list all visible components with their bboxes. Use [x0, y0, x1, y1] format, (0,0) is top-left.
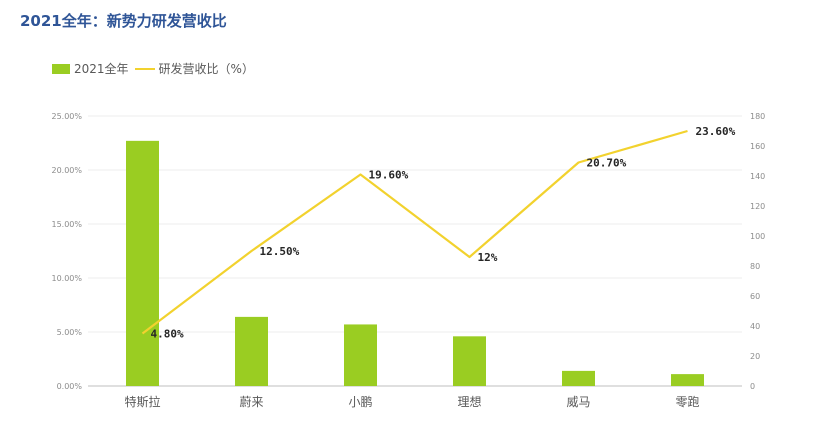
right-tick-label: 40 [750, 322, 760, 331]
category-label: 特斯拉 [124, 394, 160, 409]
bar [562, 370, 595, 386]
category-label: 小鹏 [348, 395, 372, 409]
category-label: 威马 [566, 395, 590, 409]
category-label: 零跑 [675, 395, 699, 409]
right-tick-label: 20 [750, 352, 760, 361]
bar [344, 324, 377, 386]
category-label: 理想 [457, 394, 481, 409]
data-label: 20.70% [587, 157, 627, 170]
category-label: 蔚来 [239, 395, 263, 409]
left-tick-label: 25.00% [51, 112, 82, 121]
right-tick-label: 180 [750, 112, 765, 121]
legend-swatch-bar [52, 63, 70, 74]
legend-label-bar: 2021全年 [74, 62, 129, 76]
left-tick-label: 20.00% [51, 166, 82, 175]
legend-swatch-line [134, 67, 155, 70]
bar [671, 374, 704, 386]
right-tick-label: 120 [750, 202, 765, 211]
right-tick-label: 140 [750, 172, 765, 181]
right-tick-label: 160 [750, 142, 765, 151]
data-label: 23.60% [696, 125, 736, 138]
data-label: 12.50% [260, 245, 300, 258]
right-tick-label: 80 [750, 262, 760, 271]
left-tick-label: 10.00% [51, 274, 82, 283]
legend-item-bar: 2021全年 [52, 60, 129, 77]
legend-label-line: 研发营收比（%） [158, 62, 254, 76]
legend-item-line: 研发营收比（%） [129, 60, 254, 77]
left-tick-label: 15.00% [51, 220, 82, 229]
right-tick-label: 60 [750, 292, 760, 301]
left-tick-label: 5.00% [57, 328, 83, 337]
bar [235, 316, 268, 386]
left-tick-label: 0.00% [57, 382, 83, 391]
right-tick-label: 100 [750, 232, 765, 241]
data-label: 19.60% [369, 169, 409, 182]
data-label: 12% [478, 251, 498, 264]
line-series [141, 129, 688, 335]
bar [126, 140, 159, 386]
data-label: 4.80% [151, 328, 184, 341]
legend: 2021全年 研发营收比（%） [52, 60, 254, 77]
bar [453, 336, 486, 386]
chart-title: 2021全年：新势力研发营收比 [20, 12, 227, 30]
right-tick-label: 0 [750, 382, 755, 391]
